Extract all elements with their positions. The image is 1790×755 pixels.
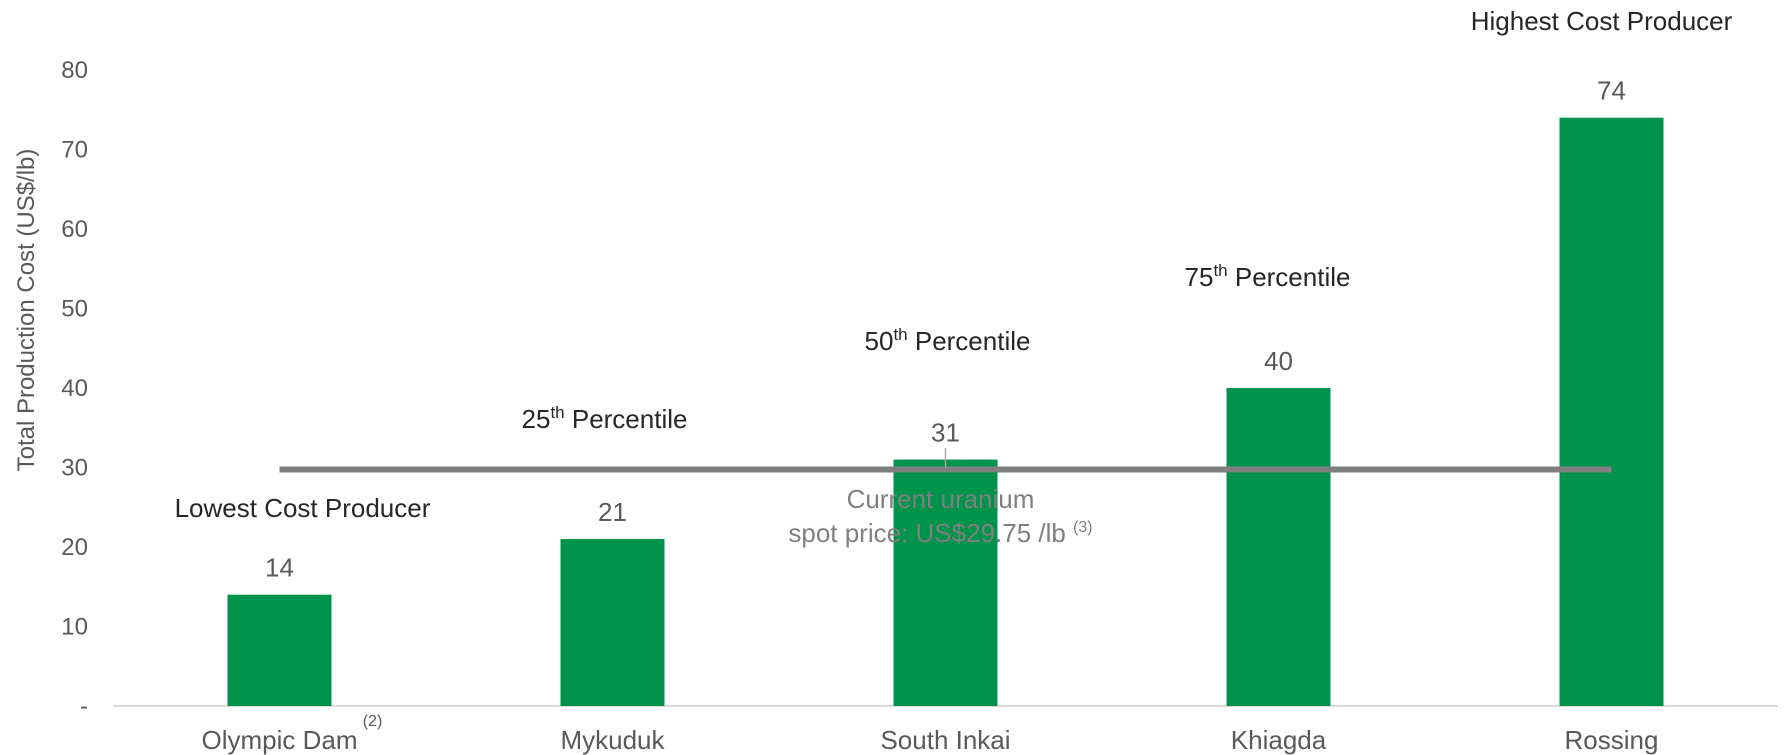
- bar: [227, 594, 332, 706]
- y-tick-label: 20: [61, 534, 88, 561]
- bars: [227, 117, 1664, 706]
- category-labels: Olympic Dam (2) Mykuduk South Inkai Khiagda R…: [201, 713, 1658, 755]
- annotation: Highest Cost Producer: [1471, 6, 1733, 36]
- bar: [560, 539, 665, 706]
- y-axis-ticks: - 10 20 30 40 50 60 70 80: [61, 57, 88, 720]
- data-label: 14: [265, 553, 294, 583]
- y-tick-label: 30: [61, 455, 88, 482]
- data-label: 31: [931, 418, 960, 448]
- annotation: Lowest Cost Producer: [175, 493, 431, 523]
- x-tick-footnote: (2): [363, 713, 383, 730]
- bar: [1559, 117, 1664, 706]
- y-axis-title: Total Production Cost (US$/lb): [13, 149, 40, 472]
- annotation: 25th Percentile: [522, 403, 688, 434]
- x-tick-label: Mykuduk: [560, 725, 665, 755]
- annotation: 50th Percentile: [865, 325, 1031, 356]
- spot-price-label-line1: Current uranium: [847, 484, 1035, 514]
- annotations: Lowest Cost Producer 25th Percentile 50th …: [175, 6, 1733, 523]
- y-tick-label: 40: [61, 375, 88, 402]
- annotation: 75th Percentile: [1185, 261, 1351, 292]
- x-tick-label: Olympic Dam: [201, 725, 357, 755]
- y-axis-title-group: Total Production Cost (US$/lb): [13, 149, 40, 472]
- y-tick-label: 60: [61, 216, 88, 243]
- spot-price-label-line2: spot price: US$29.75 /lb (3): [788, 518, 1092, 548]
- data-label: 40: [1264, 346, 1293, 376]
- bar: [1226, 388, 1331, 706]
- y-tick-label: 80: [61, 57, 88, 84]
- bar: [893, 459, 998, 706]
- data-label: 74: [1597, 76, 1626, 106]
- x-tick-label: Khiagda: [1231, 725, 1327, 755]
- y-tick-label: -: [80, 693, 88, 720]
- y-tick-label: 10: [61, 614, 88, 641]
- data-label: 21: [598, 497, 627, 527]
- x-tick-label: South Inkai: [880, 725, 1010, 755]
- y-tick-label: 50: [61, 296, 88, 323]
- x-tick-label: Rossing: [1565, 725, 1659, 755]
- y-tick-label: 70: [61, 137, 88, 164]
- value-labels: 14 21 31 40 74: [265, 76, 1626, 583]
- spot-price-line-group: Current uranium spot price: US$29.75 /lb …: [279, 448, 1612, 548]
